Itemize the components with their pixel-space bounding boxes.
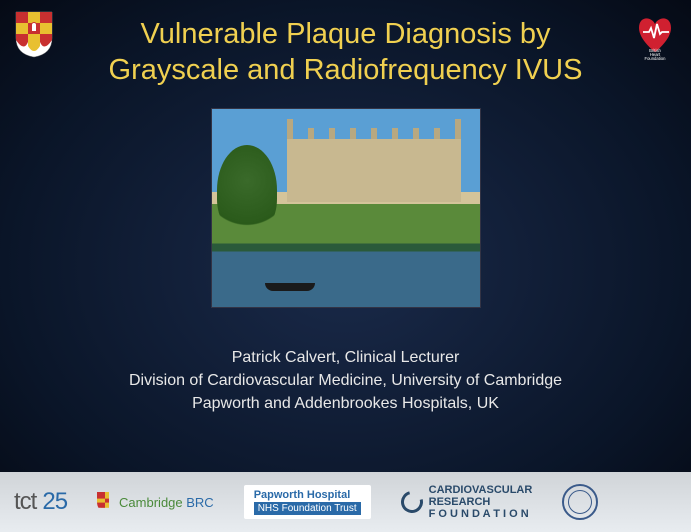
seal-logo bbox=[562, 484, 598, 520]
author-line-2: Division of Cardiovascular Medicine, Uni… bbox=[0, 369, 691, 392]
photo-building bbox=[287, 139, 461, 202]
author-line-1: Patrick Calvert, Clinical Lecturer bbox=[0, 346, 691, 369]
footer-bar: tct 25 Cambridge BRC Papworth Hospital NH… bbox=[0, 472, 691, 532]
title-line-1: Vulnerable Plaque Diagnosis by bbox=[60, 16, 631, 52]
crf-logo: CARDIOVASCULAR RESEARCH F O U N D A T I … bbox=[401, 484, 533, 520]
author-line-3: Papworth and Addenbrookes Hospitals, UK bbox=[0, 392, 691, 415]
cambridge-text: Cambridge bbox=[119, 495, 186, 510]
author-block: Patrick Calvert, Clinical Lecturer Divis… bbox=[0, 346, 691, 416]
tct-text: tct bbox=[14, 488, 36, 516]
crf-line-1: CARDIOVASCULAR bbox=[429, 484, 533, 496]
tct25-logo: tct 25 bbox=[14, 488, 67, 516]
tct-num: 25 bbox=[42, 488, 67, 516]
seal-icon bbox=[562, 484, 598, 520]
title-line-2: Grayscale and Radiofrequency IVUS bbox=[60, 52, 631, 88]
crf-line-3: F O U N D A T I O N bbox=[429, 508, 533, 520]
nhs-badge: NHS Foundation Trust bbox=[254, 502, 361, 515]
photo-tree bbox=[217, 145, 277, 235]
crf-ring-icon bbox=[397, 487, 427, 517]
presentation-slide: British Heart Foundation Vulnerable Plaq… bbox=[0, 0, 691, 532]
slide-title: Vulnerable Plaque Diagnosis by Grayscale… bbox=[0, 16, 691, 89]
crf-line-2: RESEARCH bbox=[429, 496, 533, 508]
cambridge-brc-logo: Cambridge BRC bbox=[97, 492, 214, 512]
photo-boat bbox=[265, 283, 315, 291]
papworth-logo: Papworth Hospital NHS Foundation Trust bbox=[244, 485, 371, 519]
brc-text: BRC bbox=[186, 495, 213, 510]
center-photo bbox=[211, 108, 481, 308]
papworth-line-1: Papworth Hospital bbox=[254, 489, 361, 501]
cambridge-crest-small-icon bbox=[97, 492, 113, 512]
